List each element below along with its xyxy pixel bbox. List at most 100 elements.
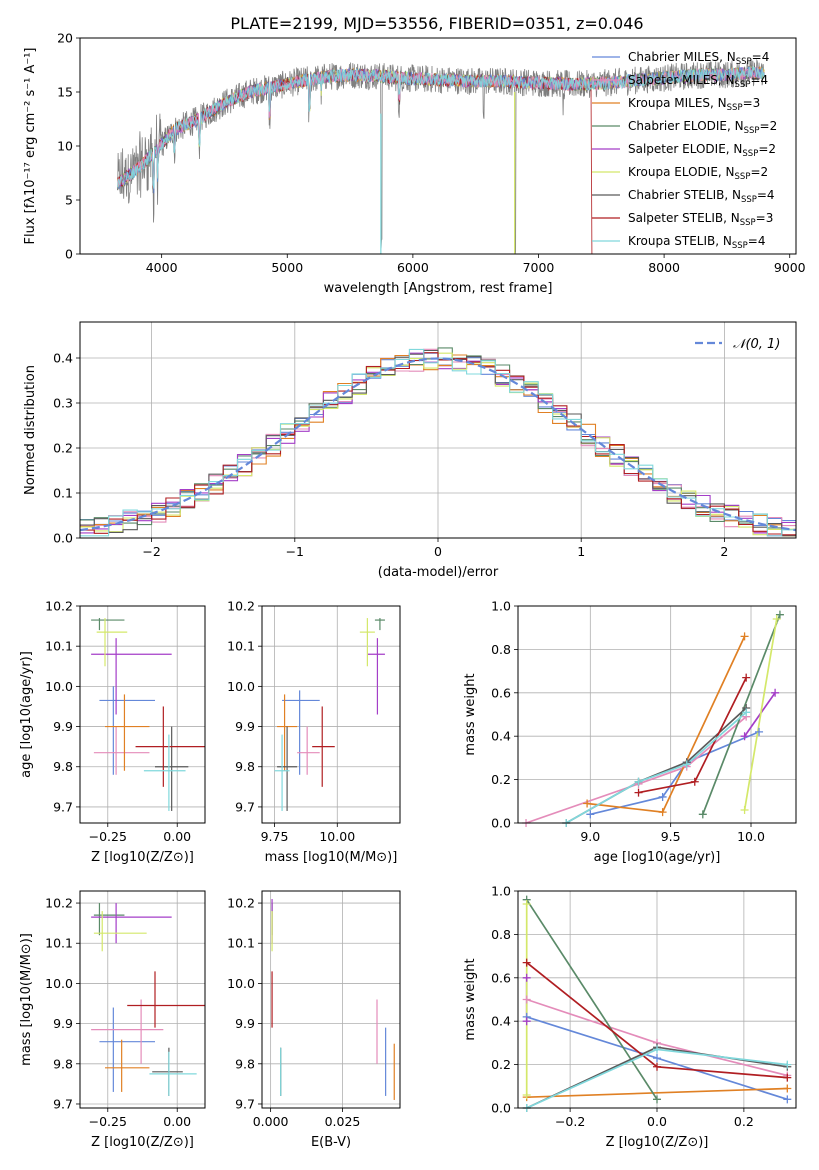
legend-entry: Salpeter ELODIE, NSSP=2 xyxy=(628,142,776,159)
x-tick-label: 4000 xyxy=(146,260,178,275)
weight-marker xyxy=(653,1062,661,1071)
plot-inner xyxy=(80,322,796,538)
x-axis-label: E(B-V) xyxy=(311,1135,351,1150)
axes-frame xyxy=(79,37,797,255)
x-tick-label: 9.5 xyxy=(661,829,681,844)
weight-line xyxy=(587,636,746,814)
plot-area xyxy=(80,322,796,538)
y-tick-label: 10.0 xyxy=(45,976,73,991)
y-tick-label: 0.0 xyxy=(491,816,511,831)
y-axis-label: mass weight xyxy=(463,958,478,1040)
x-tick-label: 0 xyxy=(434,544,442,559)
plot-area xyxy=(518,891,796,1108)
y-tick-label: 9.7 xyxy=(53,799,73,814)
panel-massweight_vs_age: 9.0 9.5 10.0 0.0 0.2 0.4 0.6 0.8 1.0 age [log10(a… xyxy=(463,599,797,865)
y-tick-label: 0.8 xyxy=(491,927,511,942)
y-axis-label: mass weight xyxy=(463,673,478,755)
y-tick-label: 9.7 xyxy=(53,1096,73,1111)
panel-residuals: −2 −1 0 1 2 0.0 0.1 0.2 0.3 0.4 (data-model)/error… xyxy=(23,321,797,580)
spectrum-model-line xyxy=(117,65,765,187)
plot-area xyxy=(80,606,205,823)
x-tick-label: 7000 xyxy=(523,260,555,275)
plot-inner xyxy=(117,58,765,254)
y-tick-label: 10.0 xyxy=(227,679,255,694)
y-tick-label: 9.8 xyxy=(53,759,73,774)
plot-area xyxy=(518,606,796,823)
y-tick-label: 9.8 xyxy=(235,759,255,774)
weight-marker xyxy=(783,1084,792,1093)
y-tick-label: 10.0 xyxy=(45,679,73,694)
panel-massweight_vs_Z: −0.2 0.0 0.2 0.0 0.2 0.4 0.6 0.8 1.0 Z [log10(Z/Z… xyxy=(463,884,797,1150)
x-tick-label: −1 xyxy=(286,544,304,559)
x-tick-label: 5000 xyxy=(271,260,303,275)
spectrum-model-line xyxy=(117,66,765,189)
weight-line xyxy=(590,731,760,816)
x-tick-label: 9.75 xyxy=(261,829,289,844)
panel-spectrum: 4000 5000 6000 7000 8000 9000 0 5 10 15 20 waveleng… xyxy=(23,31,806,297)
weight-marker xyxy=(690,777,699,786)
y-tick-label: 9.7 xyxy=(235,799,255,814)
panel-mass_vs_Z: −0.25 0.00 9.7 9.8 9.9 10.0 10.1 10.2 Z [log10(Z… xyxy=(19,890,206,1150)
x-tick-label: 9.0 xyxy=(580,829,600,844)
weight-marker xyxy=(522,958,531,967)
panel-mass_vs_ebv: 0.000 0.025 9.7 9.8 9.9 10.0 10.1 10.2 E(B-V) xyxy=(227,890,401,1150)
plot-area xyxy=(117,58,765,254)
legend: Chabrier MILES, NSSP=4 Salpeter MILES, NS… xyxy=(592,50,777,251)
y-tick-label: 5 xyxy=(65,193,73,208)
y-tick-label: 10.2 xyxy=(227,599,255,614)
x-tick-label: −0.25 xyxy=(89,1114,127,1129)
legend-entry: Kroupa STELIB, NSSP=4 xyxy=(628,234,766,251)
x-tick-label: 0.025 xyxy=(325,1114,361,1129)
panel-age_vs_Z: −0.25 0.00 9.7 9.8 9.9 10.0 10.1 10.2 Z [log10(Z… xyxy=(19,599,206,865)
weight-marker xyxy=(653,1045,661,1054)
plot-inner xyxy=(518,606,796,823)
y-tick-label: 0.4 xyxy=(491,1014,511,1029)
y-tick-label: 10.1 xyxy=(227,936,255,951)
x-tick-label: 0.0 xyxy=(647,1114,667,1129)
weight-marker xyxy=(634,777,643,786)
weight-marker xyxy=(522,1017,531,1026)
y-tick-label: 9.8 xyxy=(235,1056,255,1071)
legend-entry: 𝒩(0, 1) xyxy=(733,337,780,352)
x-axis-label: wavelength [Angstrom, rest frame] xyxy=(324,281,553,296)
x-tick-label: 0.2 xyxy=(734,1114,754,1129)
figure-title: PLATE=2199, MJD=53556, FIBERID=0351, z=0… xyxy=(230,14,643,33)
y-tick-label: 15 xyxy=(57,85,73,100)
y-tick-label: 0.0 xyxy=(53,531,73,546)
legend-entry: Chabrier STELIB, NSSP=4 xyxy=(628,188,775,205)
y-tick-label: 0.4 xyxy=(53,351,73,366)
y-tick-label: 10.0 xyxy=(227,976,255,991)
y-tick-label: 0 xyxy=(65,247,73,262)
x-axis-label: Z [log10(Z/Z⊙)] xyxy=(91,1135,194,1150)
y-tick-label: 9.7 xyxy=(235,1096,255,1111)
weight-line xyxy=(525,899,658,1100)
weight-marker xyxy=(522,1090,531,1099)
normal-curve xyxy=(80,357,796,532)
plot-area xyxy=(80,891,205,1108)
y-tick-label: 0.2 xyxy=(491,772,511,787)
x-axis-label: (data-model)/error xyxy=(378,565,499,580)
axes-frame xyxy=(517,605,797,824)
y-tick-label: 0.6 xyxy=(491,970,511,985)
plot-area xyxy=(262,891,400,1108)
weight-marker xyxy=(653,1095,661,1104)
weight-marker xyxy=(755,727,764,736)
y-tick-label: 9.9 xyxy=(53,1016,73,1031)
y-tick-label: 9.9 xyxy=(53,719,73,734)
plot-inner xyxy=(262,606,400,823)
axes-frame xyxy=(261,890,401,1109)
x-tick-label: 6000 xyxy=(397,260,429,275)
y-tick-label: 9.9 xyxy=(235,719,255,734)
x-tick-label: 2 xyxy=(720,544,728,559)
x-axis-label: age [log10(age/yr)] xyxy=(594,850,721,865)
y-axis-label: mass [log10(M/M⊙)] xyxy=(19,933,34,1066)
weight-marker xyxy=(740,805,749,814)
y-axis-label: Normed distribution xyxy=(23,365,38,495)
axes-frame xyxy=(79,890,206,1109)
y-tick-label: 0.8 xyxy=(491,642,511,657)
weight-marker xyxy=(682,760,691,769)
weight-line xyxy=(525,716,747,823)
spectrum-model-line xyxy=(117,66,593,254)
y-tick-label: 1.0 xyxy=(491,884,511,899)
